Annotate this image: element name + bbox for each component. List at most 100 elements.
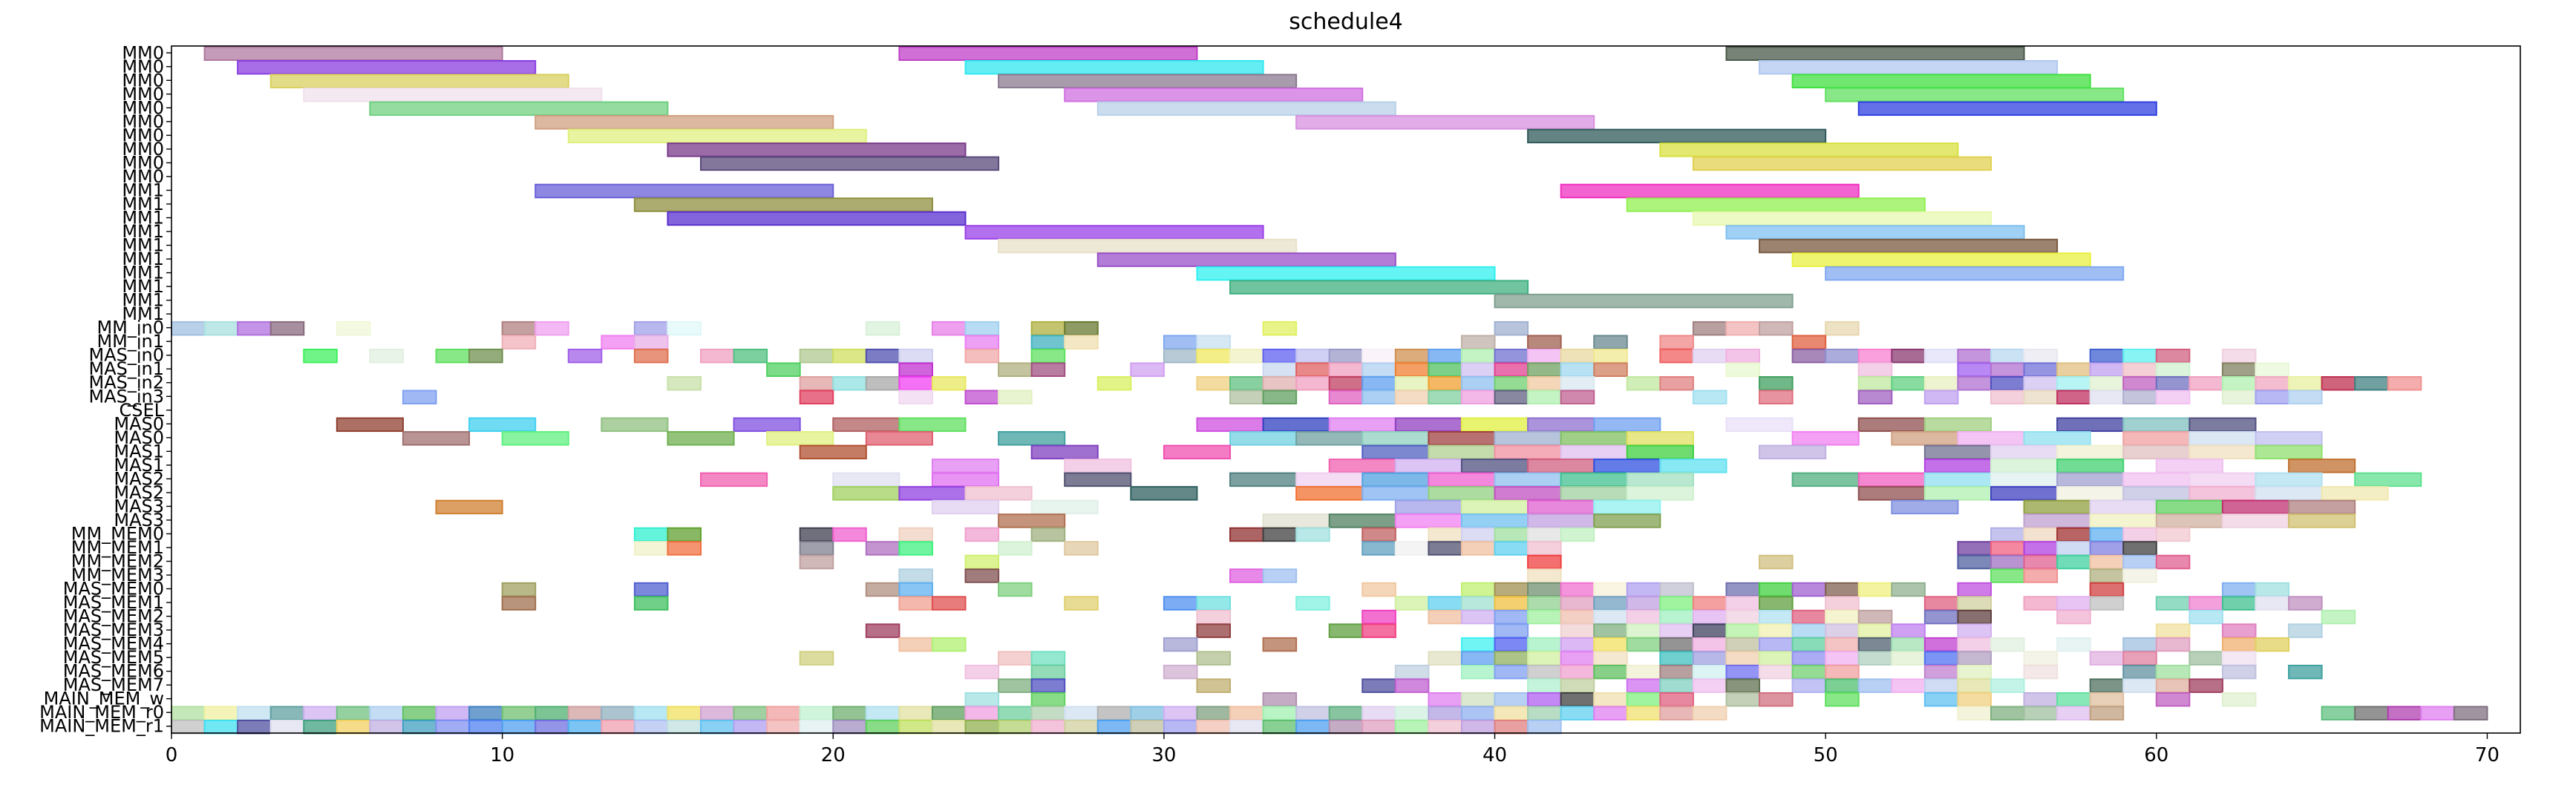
- task-bar: [2122, 568, 2157, 583]
- y-tick-label: MAIN_MEM_r1: [39, 716, 164, 737]
- task-bar: [1196, 719, 1232, 735]
- task-bar: [1527, 582, 1562, 597]
- task-bar: [1990, 444, 2059, 460]
- task-bar: [931, 321, 967, 336]
- task-bar: [435, 348, 471, 364]
- task-bar: [865, 375, 900, 391]
- task-bar: [865, 582, 900, 597]
- task-bar: [1725, 678, 1761, 693]
- task-bar: [1196, 335, 1232, 349]
- task-bar: [2056, 486, 2125, 501]
- task-bar: [2321, 706, 2356, 720]
- task-bar: [1096, 101, 1396, 116]
- task-bar: [700, 706, 735, 720]
- task-bar: [998, 238, 1298, 254]
- task-bar: [964, 719, 1000, 735]
- task-bar: [2122, 431, 2191, 446]
- task-bar: [2155, 637, 2191, 652]
- task-bar: [1494, 444, 1562, 460]
- task-bar: [1692, 706, 1727, 720]
- task-bar: [1857, 582, 1893, 597]
- task-bar: [1527, 513, 1595, 528]
- task-bar: [1759, 582, 1794, 597]
- task-bar: [2221, 651, 2257, 666]
- task-bar: [2023, 664, 2059, 680]
- task-bar: [1527, 527, 1562, 542]
- task-bar: [1923, 651, 1959, 666]
- task-bar: [2023, 596, 2059, 611]
- task-bar: [1295, 472, 1364, 487]
- task-bar: [964, 692, 1000, 707]
- task-bar: [1494, 362, 1529, 377]
- task-bar: [1030, 362, 1066, 377]
- task-bar: [1791, 582, 1827, 597]
- y-tick-label: MM1: [122, 180, 164, 200]
- task-bar: [1725, 417, 1794, 433]
- y-tick-label: MM1: [122, 235, 164, 256]
- task-bar: [1759, 692, 1794, 707]
- task-bar: [1460, 609, 1496, 625]
- y-tick-label: MAS0: [114, 427, 164, 448]
- task-bar: [2056, 459, 2125, 473]
- task-bar: [1626, 596, 1661, 611]
- task-bar: [1428, 486, 1496, 501]
- task-bar: [1030, 335, 1066, 349]
- task-bar: [2089, 499, 2157, 515]
- task-bar: [1527, 541, 1562, 556]
- task-bar: [633, 596, 669, 611]
- task-bar: [2122, 472, 2191, 487]
- task-bar: [1527, 692, 1562, 707]
- task-bar: [1460, 692, 1496, 707]
- task-bar: [1295, 115, 1595, 130]
- task-bar: [237, 706, 272, 720]
- task-bar: [2288, 513, 2356, 528]
- task-bar: [964, 335, 1000, 349]
- task-bar: [2023, 513, 2091, 528]
- task-bar: [1560, 375, 1595, 391]
- task-bar: [1659, 678, 1694, 693]
- task-bar: [1957, 362, 1992, 377]
- task-bar: [1262, 321, 1298, 336]
- task-bar: [898, 527, 933, 542]
- task-bar: [1494, 541, 1529, 556]
- task-bar: [303, 719, 338, 735]
- task-bar: [1725, 46, 2025, 62]
- task-bar: [1262, 706, 1298, 720]
- task-bar: [964, 706, 1000, 720]
- task-bar: [1957, 623, 1992, 638]
- task-bar: [2056, 390, 2091, 405]
- task-bar: [633, 527, 669, 542]
- task-bar: [1494, 664, 1529, 680]
- task-bar: [2023, 527, 2059, 542]
- task-bar: [535, 183, 834, 199]
- task-bar: [435, 719, 471, 735]
- task-bar: [2188, 444, 2257, 460]
- task-bar: [1361, 348, 1396, 364]
- task-bar: [402, 706, 437, 720]
- task-bar: [369, 706, 404, 720]
- task-bar: [1096, 706, 1132, 720]
- task-bar: [865, 348, 900, 364]
- task-bar: [1692, 678, 1727, 693]
- task-bar: [2122, 678, 2157, 693]
- task-bar: [501, 596, 537, 611]
- task-bar: [1030, 706, 1066, 720]
- task-bar: [1494, 609, 1529, 625]
- task-bar: [1328, 623, 1364, 638]
- task-bar: [1593, 582, 1628, 597]
- task-bar: [1460, 651, 1496, 666]
- task-bar: [1494, 321, 1529, 336]
- task-bar: [1725, 582, 1761, 597]
- task-bar: [1825, 266, 2125, 281]
- task-bar: [1957, 609, 1992, 625]
- task-bar: [1361, 623, 1396, 638]
- task-bar: [2056, 417, 2125, 433]
- task-bar: [468, 417, 537, 433]
- task-bar: [1295, 486, 1364, 501]
- y-tick-label: MM_MEM0: [71, 523, 164, 544]
- task-bar: [203, 46, 503, 62]
- task-bar: [1560, 362, 1595, 377]
- task-bar: [2023, 499, 2091, 515]
- task-bar: [1130, 486, 1198, 501]
- task-bar: [2089, 582, 2125, 597]
